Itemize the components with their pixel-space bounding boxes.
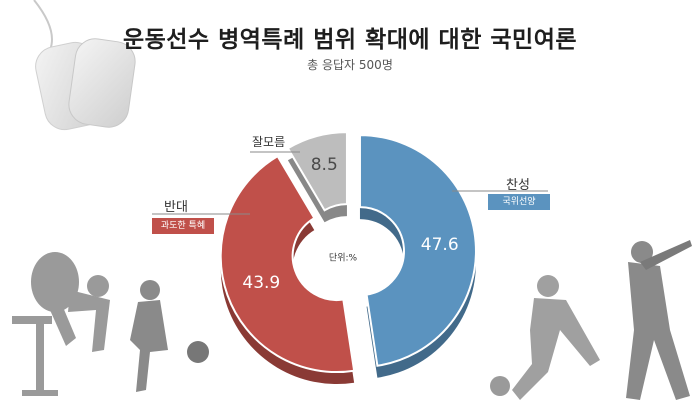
dog-tags-illustration	[33, 0, 136, 131]
donut-slice-no	[219, 154, 356, 374]
slice-label-no: 반대	[164, 200, 188, 215]
donut-slice-unknown	[286, 131, 348, 212]
slice-label-unknown: 잘모름	[252, 135, 286, 149]
slice-note-no: 과도한 특혜	[152, 218, 214, 234]
donut-chart	[219, 131, 477, 385]
athletes-left-silhouette	[12, 252, 209, 396]
donut-slice-yes	[358, 134, 477, 367]
slice-note-yes: 국위선양	[488, 194, 550, 210]
value-label-yes: 47.6	[420, 235, 459, 256]
page-title: 운동선수 병역특례 범위 확대에 대한 국민여론	[122, 27, 578, 53]
leader-lines	[152, 151, 548, 215]
page-subtitle: 총 응답자 500명	[307, 58, 393, 72]
athletes-right-silhouette	[490, 240, 692, 400]
unit-label: 단위:%	[328, 253, 358, 264]
slice-label-yes: 찬성	[506, 178, 530, 193]
value-label-no: 43.9	[242, 272, 281, 293]
value-label-unknown: 8.5	[310, 155, 338, 176]
